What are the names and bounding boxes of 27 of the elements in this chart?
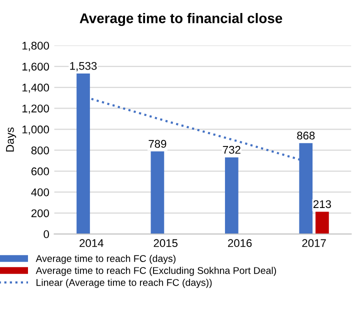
y-tick-label: 1,600 (22, 62, 50, 72)
y-tick-label: 800 (31, 146, 50, 154)
data-label: 789 (148, 140, 166, 148)
x-tick-label: 2015 (154, 239, 178, 248)
chart-title: Average time to financial close (80, 13, 282, 26)
x-tick-label: 2014 (80, 239, 104, 248)
y-tick-label: 200 (31, 209, 50, 218)
y-tick-label: 400 (31, 188, 50, 196)
y-tick-label: 1,400 (22, 84, 50, 93)
data-label: 1,533 (70, 62, 97, 72)
legend-label: Linear (Average time to reach FC (days)) (36, 278, 212, 288)
data-label: 868 (297, 132, 315, 140)
y-tick-label: 1,800 (22, 42, 50, 51)
y-tick-label: 1,200 (22, 104, 50, 114)
legend-label: Average time to reach FC (days) (36, 254, 176, 264)
bar (316, 212, 329, 234)
y-tick-label: 1,000 (22, 126, 50, 135)
bar (150, 151, 164, 234)
x-tick-label: 2017 (302, 239, 326, 248)
y-axis-title: Days (6, 127, 16, 152)
x-tick-label: 2016 (228, 239, 252, 248)
data-label: 732 (222, 146, 240, 154)
y-tick-label: 600 (31, 167, 50, 176)
data-label: 213 (313, 200, 331, 208)
bar (224, 157, 238, 234)
y-tick-label: 0 (44, 230, 50, 238)
legend-label: Average time to reach FC (Excluding Sokhna Port Deal) (36, 266, 276, 276)
